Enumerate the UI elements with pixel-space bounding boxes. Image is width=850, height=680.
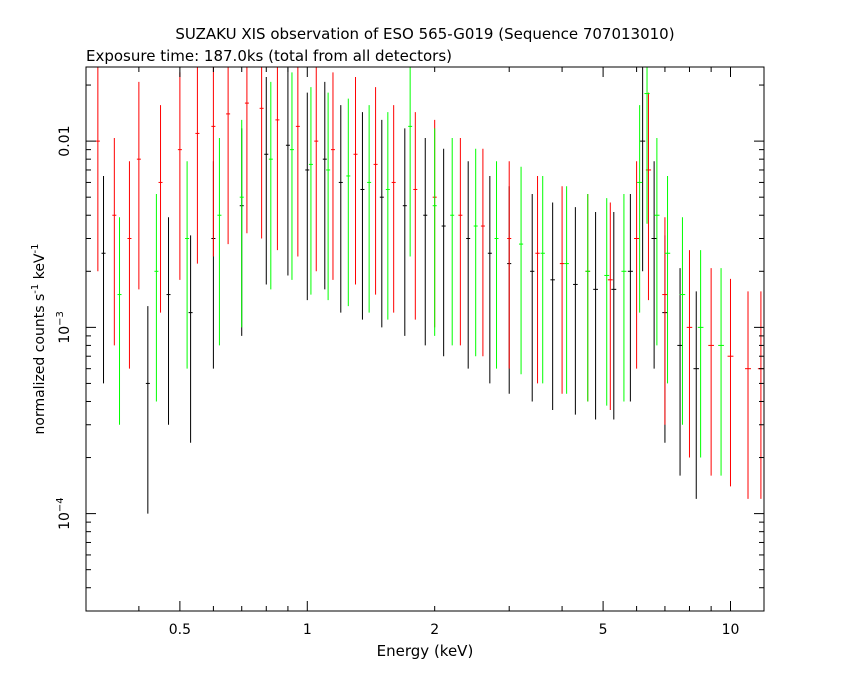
y-tick-label-base: 10 [57, 512, 73, 530]
x-tick-label: 0.5 [169, 622, 191, 638]
x-tick-label: 5 [599, 622, 608, 638]
x-axis-label: Energy (keV) [377, 642, 474, 660]
y-tick-label-exp: −4 [55, 497, 66, 512]
chart-subtitle: Exposure time: 187.0ks (total from all d… [86, 47, 452, 65]
chart-title: SUZAKU XIS observation of ESO 565-G019 (… [175, 25, 674, 43]
series-2 [117, 67, 724, 476]
x-tick-label: 2 [430, 622, 439, 638]
series-1 [95, 67, 764, 499]
y-axis-label-main: normalized counts s [32, 294, 48, 435]
y-tick-label: 10−4 [55, 497, 73, 530]
x-tick-label: 1 [303, 622, 312, 638]
x-tick-label: 10 [722, 622, 740, 638]
y-tick-label: 0.01 [57, 126, 73, 157]
y-tick-label: 10−3 [55, 311, 73, 344]
y-axis-label-sup1: -1 [30, 284, 41, 294]
y-axis-label-mid: keV [32, 253, 48, 284]
y-axis-label: normalized counts s-1 keV-1 [30, 244, 48, 435]
x-tick-labels: 0.5 1 2 5 10 [169, 622, 740, 638]
y-tick-label-exp: −3 [55, 311, 66, 326]
axis-ticks [85, 67, 764, 612]
plot-frame [85, 66, 765, 612]
y-tick-label-base: 10 [57, 326, 73, 344]
y-axis-label-sup2: -1 [30, 244, 41, 254]
y-tick-labels: 10−410−30.01 [55, 126, 73, 530]
data-series-layer [95, 67, 764, 514]
